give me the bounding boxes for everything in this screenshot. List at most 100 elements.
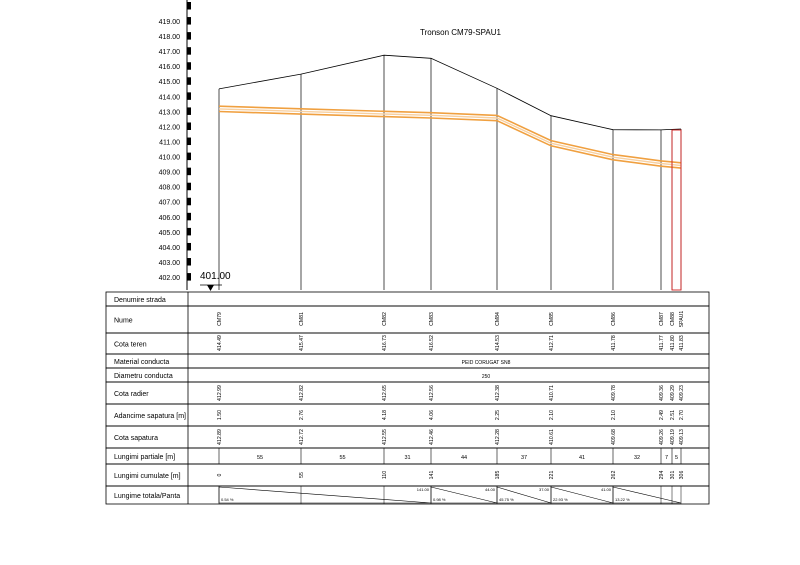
axis-tick-label: 414.00 — [159, 94, 181, 101]
cumulative-length: 0 — [217, 473, 223, 476]
partial-length: 5 — [675, 455, 678, 461]
depth-value: 2.10 — [549, 410, 555, 420]
partial-length: 7 — [665, 455, 668, 461]
axis-tick-label: 405.00 — [159, 230, 181, 237]
slope-triangle — [612, 486, 682, 504]
depth-value: 4.18 — [382, 410, 388, 420]
depth-value: 2.10 — [611, 410, 617, 420]
slope-percent: 0.54 % — [221, 497, 234, 502]
terrain-value: 416.52 — [429, 335, 435, 351]
table-row — [105, 367, 710, 383]
partial-length: 31 — [404, 455, 410, 461]
datum-marker-icon — [207, 285, 214, 291]
table-row — [105, 353, 710, 369]
depth-value: 2.25 — [495, 410, 501, 420]
table-row — [105, 381, 710, 405]
cumulative-length: 110 — [382, 471, 388, 479]
invert-value: 410.71 — [549, 385, 555, 401]
axis-tick-label: 407.00 — [159, 200, 181, 207]
axis-tick-label: 411.00 — [159, 139, 180, 146]
cumulative-length: 306 — [679, 471, 685, 480]
axis-ruler-segment — [187, 107, 191, 115]
slope-percent: 45.75 % — [499, 497, 514, 502]
table-row — [105, 332, 710, 355]
slope-triangle — [496, 486, 552, 504]
axis-ruler-segment — [187, 2, 191, 10]
invert-value: 412.99 — [217, 385, 223, 401]
datum-level: 401.00 — [200, 271, 231, 282]
table-row — [105, 305, 710, 334]
terrain-value: 411.78 — [611, 335, 617, 351]
axis-tick-label: 412.00 — [159, 124, 181, 131]
cumulative-length: 185 — [495, 471, 501, 480]
station-name: CM84 — [495, 312, 501, 326]
cumulative-length: 294 — [659, 471, 665, 480]
row-label-lung-totale: Lungime totala/Panta — [114, 493, 180, 500]
profile-table: Denumire strada Nume Cota teren Material co… — [105, 291, 710, 505]
row-label-lung-partiale: Lungimi partiale [m] — [114, 454, 175, 461]
row-label-nume: Nume — [114, 318, 133, 325]
axis-tick-label: 409.00 — [159, 170, 181, 177]
terrain-value: 411.80 — [670, 335, 676, 351]
depth-value: 2.49 — [659, 410, 665, 420]
invert-value: 409.23 — [679, 385, 685, 401]
cumulative-length: 55 — [299, 472, 305, 478]
axis-tick-label: 417.00 — [159, 49, 181, 56]
terrain-value: 412.71 — [549, 335, 555, 351]
axis-ruler-segment — [187, 32, 191, 40]
pipe-top-line — [218, 105, 682, 164]
axis-ruler-segment — [187, 92, 191, 100]
station-name: CM83 — [429, 312, 435, 326]
axis-ruler-segment — [187, 17, 191, 25]
axis-tick-label: 415.00 — [159, 79, 181, 86]
axis-tick-label: 408.00 — [159, 185, 181, 192]
pipe-fill-line — [218, 108, 682, 167]
terrain-value: 411.77 — [659, 335, 665, 351]
terrain-value: 411.83 — [679, 335, 685, 351]
trench-value: 412.89 — [217, 429, 223, 445]
cumulative-length: 221 — [549, 471, 555, 480]
slope-triangle — [218, 486, 432, 504]
trench-value: 412.55 — [382, 429, 388, 445]
slope-percent: 0.98 % — [433, 497, 446, 502]
trench-value: 412.46 — [429, 429, 435, 445]
elevation-axis: 402.00 403.00 404.00 405.00 406.00 407.00 408.… — [159, 0, 191, 290]
pipe-bottom-line — [218, 110, 682, 169]
table-row — [105, 463, 710, 487]
row-label-cota-teren: Cota teren — [114, 342, 147, 349]
slope-length: 41.00 — [601, 487, 612, 492]
axis-ruler-segment — [187, 197, 191, 206]
axis-tick-label: 403.00 — [159, 260, 181, 267]
row-label-diametru: Diametru conducta — [114, 373, 173, 380]
axis-tick-label: 418.00 — [159, 34, 181, 41]
cumulative-length: 301 — [670, 471, 676, 480]
terrain-line — [218, 54, 682, 131]
partial-length: 55 — [257, 455, 263, 461]
trench-value: 412.72 — [299, 429, 305, 445]
row-label-cota-sapatura: Cota sapatura — [114, 435, 158, 442]
invert-value: 409.78 — [611, 385, 617, 401]
axis-ruler-segment — [187, 77, 191, 85]
invert-value: 412.56 — [429, 385, 435, 401]
table-row — [105, 485, 710, 505]
axis-ruler-segment — [187, 273, 191, 281]
invert-value: 412.65 — [382, 385, 388, 401]
axis-ruler-segment — [187, 227, 191, 236]
slope-length: 141.00 — [417, 487, 430, 492]
axis-tick-label: 413.00 — [159, 109, 181, 116]
partial-length: 41 — [579, 455, 585, 461]
slope-triangle — [430, 486, 498, 504]
axis-ruler-segment — [187, 167, 191, 176]
partial-length: 32 — [634, 455, 640, 461]
trench-value: 409.19 — [670, 429, 676, 445]
axis-tick-label: 406.00 — [159, 215, 181, 222]
depth-value: 2.70 — [679, 410, 685, 420]
table-row — [105, 291, 710, 307]
axis-ruler-segment — [187, 152, 191, 161]
depth-value: 1.50 — [217, 410, 223, 420]
partial-length: 55 — [339, 455, 345, 461]
partial-length: 44 — [461, 455, 467, 461]
axis-ruler-segment — [187, 258, 191, 266]
station-name: CM85 — [549, 312, 555, 326]
